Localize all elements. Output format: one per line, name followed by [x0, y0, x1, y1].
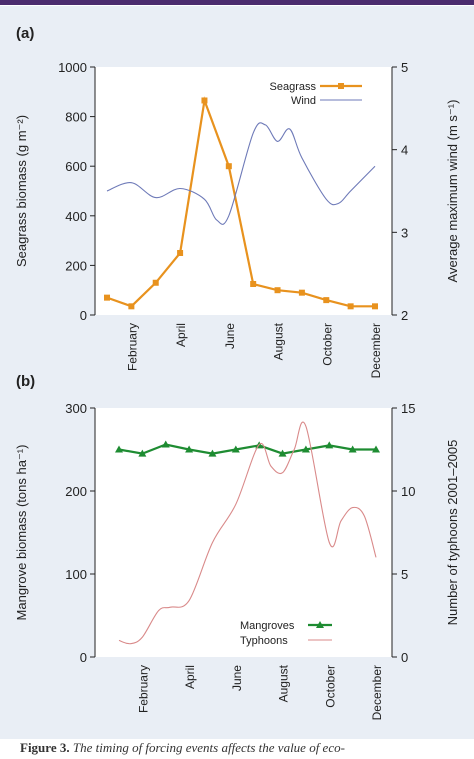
- series-mangroves-point: [278, 449, 287, 457]
- x-tick-label: August: [272, 322, 286, 360]
- x-tick-label: April: [174, 323, 188, 347]
- series-seagrass-point: [347, 303, 354, 310]
- x-tick-label: June: [230, 665, 244, 691]
- series-mangroves-point: [301, 445, 310, 453]
- legend-seagrass-marker: [338, 83, 344, 89]
- right-tick-label: 4: [401, 143, 408, 158]
- left-tick-label: 200: [65, 484, 87, 499]
- right-tick-label: 2: [401, 308, 408, 323]
- series-seagrass-line: [106, 96, 375, 308]
- x-tick-label: February: [136, 665, 150, 713]
- left-tick-label: 0: [80, 650, 87, 665]
- caption-label: Figure 3.: [20, 740, 70, 755]
- series-wind-line: [106, 122, 376, 225]
- x-tick-label: August: [277, 664, 291, 702]
- series-seagrass-point: [225, 163, 232, 170]
- series-mangroves-point: [185, 445, 194, 453]
- left-tick-label: 100: [65, 567, 87, 582]
- left-tick-label: 400: [65, 209, 87, 224]
- series-seagrass-point: [201, 97, 208, 104]
- left-axis-title: Mangrove biomass (tons ha⁻¹): [14, 445, 29, 621]
- series-seagrass-point: [323, 297, 330, 304]
- x-tick-label: June: [223, 323, 237, 349]
- x-tick-label: December: [370, 665, 384, 720]
- series-mangroves-point: [161, 440, 170, 448]
- panel-a-tag: (a): [16, 25, 34, 42]
- series-seagrass-point: [298, 289, 305, 296]
- caption-text: The timing of forcing events affects the…: [72, 740, 345, 755]
- series-mangroves-point: [372, 445, 380, 453]
- series-seagrass-point: [372, 303, 378, 310]
- figure-caption: Figure 3. The timing of forcing events a…: [20, 740, 470, 756]
- plot-area: [95, 408, 392, 657]
- plot-area: [95, 67, 392, 315]
- x-tick-label: October: [320, 323, 334, 366]
- series-seagrass-point: [104, 294, 110, 301]
- right-axis-title: Number of typhoons 2001–2005: [445, 440, 460, 626]
- right-tick-label: 10: [401, 484, 415, 499]
- right-tick-label: 5: [401, 60, 408, 75]
- left-tick-label: 300: [65, 401, 87, 416]
- left-tick-label: 0: [80, 308, 87, 323]
- series-mangroves-point: [115, 445, 123, 453]
- left-axis-title: Seagrass biomass (g m⁻²): [14, 115, 29, 267]
- series-mangroves-point: [208, 449, 217, 457]
- series-seagrass-point: [177, 250, 184, 256]
- right-axis-title: Average maximum wind (m s⁻¹): [445, 100, 460, 283]
- right-tick-label: 5: [401, 567, 408, 582]
- x-tick-label: April: [183, 665, 197, 689]
- top-color-bar: [0, 0, 474, 5]
- right-tick-label: 3: [401, 225, 408, 240]
- series-mangroves-point: [325, 441, 334, 449]
- left-tick-label: 200: [65, 258, 87, 273]
- legend-wind-label: Wind: [291, 95, 316, 107]
- x-tick-label: October: [323, 665, 337, 708]
- left-tick-label: 1000: [58, 60, 87, 75]
- series-mangroves-point: [231, 445, 240, 453]
- series-mangroves-line: [118, 443, 376, 455]
- panel-b-tag: (b): [16, 373, 35, 390]
- series-mangroves-point: [138, 449, 147, 457]
- series-seagrass-point: [250, 281, 257, 287]
- legend-mangroves-label: Mangroves: [240, 620, 295, 632]
- series-seagrass-point: [128, 303, 135, 310]
- series-mangroves-point: [348, 445, 357, 453]
- right-tick-label: 15: [401, 401, 415, 416]
- x-tick-label: February: [125, 323, 139, 371]
- left-tick-label: 600: [65, 159, 87, 174]
- legend-typhoons-label: Typhoons: [240, 635, 288, 647]
- series-seagrass-point: [274, 287, 281, 294]
- legend-seagrass-label: Seagrass: [270, 81, 317, 93]
- series-seagrass-point: [152, 279, 159, 286]
- x-tick-label: December: [369, 323, 383, 378]
- left-tick-label: 800: [65, 110, 87, 125]
- series-typhoons-line: [118, 421, 377, 645]
- legend-mangroves-marker: [316, 621, 324, 628]
- right-tick-label: 0: [401, 650, 408, 665]
